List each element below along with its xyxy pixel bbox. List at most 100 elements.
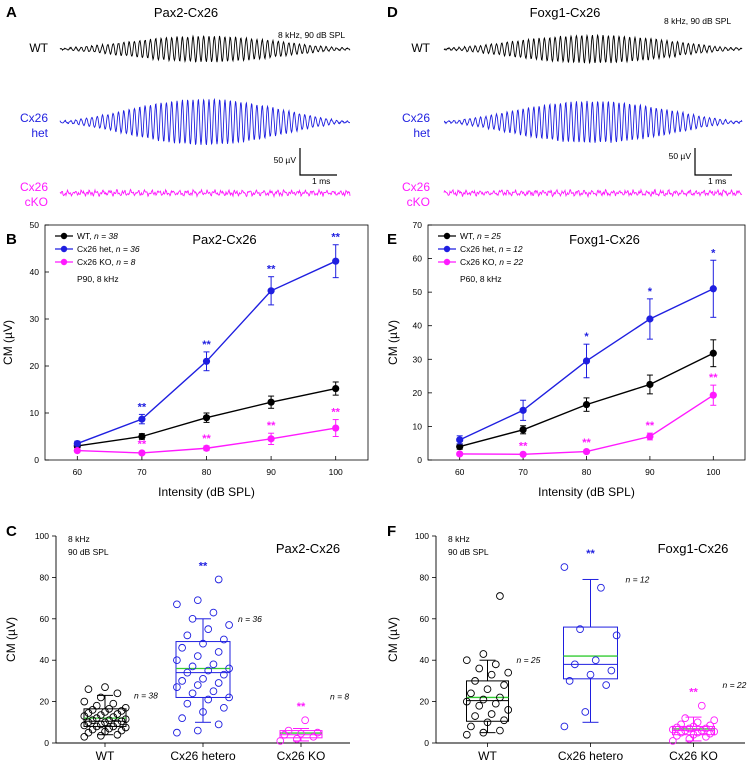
- y-tick-label: 30: [413, 354, 423, 364]
- data-point-wt: [462, 730, 471, 739]
- data-point-het: [267, 287, 275, 295]
- data-point-wt: [138, 432, 146, 441]
- data-point-het: [576, 625, 584, 634]
- x-tick-label: 90: [266, 467, 276, 477]
- data-point-wt: [504, 668, 513, 677]
- panel-d-wt-trace: [443, 33, 743, 65]
- legend-label-text: Cx26 het,: [460, 244, 499, 254]
- significance-marker-ko: **: [297, 701, 306, 713]
- legend-label-het: Cx26 het, n = 36: [77, 244, 140, 254]
- data-point-wt: [487, 670, 496, 679]
- data-point-het: [199, 674, 207, 683]
- box-het: [175, 641, 231, 698]
- data-point-wt: [80, 732, 89, 741]
- significance-marker-ko: **: [519, 440, 528, 452]
- data-point-het: [209, 660, 218, 669]
- data-point-ko: [309, 732, 318, 741]
- panel-d-ko-label-1: Cx26: [402, 180, 430, 194]
- panel-b-line-chart: B Pax2-Cx26 60 70 80 90 100 0 10 20 30 40 50 Intensit…: [1, 220, 369, 499]
- data-point-wt: [500, 716, 508, 725]
- data-point-ko: [668, 725, 677, 734]
- data-point-ko: [276, 737, 285, 745]
- category-label-ko: Cx26 KO: [669, 749, 718, 763]
- panel-a-letter: A: [6, 4, 17, 21]
- significance-marker-het: **: [199, 560, 208, 572]
- data-point-het: [193, 681, 202, 689]
- legend-marker-wt: [60, 232, 68, 240]
- y-tick-label: 60: [413, 254, 423, 264]
- y-tick-label: 20: [420, 697, 430, 707]
- data-point-wt: [646, 380, 654, 389]
- box-het: [563, 626, 618, 680]
- y-tick-label: 100: [35, 531, 49, 541]
- data-point-wt: [479, 650, 488, 658]
- legend-marker-ko: [60, 258, 68, 266]
- data-point-het: [597, 583, 605, 592]
- y-tick-label: 50: [30, 220, 40, 230]
- category-label-wt: WT: [478, 749, 497, 763]
- panel-a: A Pax2-Cx26 8 kHz, 90 dB SPL WT Cx26 het…: [6, 4, 351, 209]
- data-point-wt: [105, 724, 113, 733]
- data-point-het: [220, 635, 228, 644]
- y-tick-label: 60: [40, 614, 50, 624]
- data-point-het: [202, 357, 211, 365]
- data-point-ko: [293, 735, 301, 743]
- y-tick-label: 10: [413, 421, 423, 431]
- data-point-ko: [677, 720, 685, 729]
- data-point-ko: [689, 722, 698, 731]
- y-tick-label: 20: [30, 361, 40, 371]
- data-point-wt: [471, 712, 479, 720]
- significance-marker-ko: **: [267, 420, 276, 432]
- data-point-wt: [467, 722, 475, 731]
- panel-d-title: Foxg1-Cx26: [530, 5, 601, 20]
- data-point-het: [173, 683, 181, 691]
- data-point-het: [188, 662, 197, 671]
- panel-c-box-chart: C Pax2-Cx26 8 kHz 90 dB SPL CM (µV) 0 20 40 60 80…: [4, 523, 350, 763]
- data-point-het: [173, 656, 181, 665]
- data-point-het: [225, 693, 233, 702]
- panel-b-letter: B: [6, 231, 17, 248]
- significance-marker-het: **: [267, 264, 276, 276]
- data-point-ko: [73, 447, 81, 455]
- panel-f-condition-2: 90 dB SPL: [448, 547, 489, 557]
- panel-c-title: Pax2-Cx26: [276, 541, 340, 556]
- y-tick-label: 80: [40, 572, 50, 582]
- data-point-wt: [709, 349, 717, 357]
- data-point-het: [183, 668, 192, 677]
- panel-c-y-axis-label: CM (µV): [4, 617, 18, 662]
- data-point-wt: [475, 701, 484, 710]
- data-point-wt: [487, 710, 496, 718]
- data-point-het: [204, 625, 213, 634]
- data-point-wt: [504, 706, 513, 714]
- data-point-het: [214, 720, 223, 729]
- panel-e-condition: P60, 8 kHz: [460, 274, 502, 284]
- significance-marker-ko: **: [138, 439, 147, 451]
- box-wt: [466, 680, 509, 722]
- x-tick-label: 60: [73, 467, 83, 477]
- legend-label-text: Cx26 KO,: [460, 257, 499, 267]
- data-point-het: [178, 643, 186, 652]
- panel-b-title: Pax2-Cx26: [192, 232, 256, 247]
- data-point-het: [214, 679, 223, 687]
- significance-marker-het: *: [711, 247, 716, 259]
- data-point-ko: [710, 727, 719, 736]
- panel-f-condition-1: 8 kHz: [448, 534, 470, 544]
- data-point-het: [193, 726, 202, 735]
- data-point-ko: [280, 730, 289, 739]
- panel-b-y-axis-label: CM (µV): [1, 320, 15, 365]
- x-tick-label: 90: [645, 467, 655, 477]
- data-point-wt: [121, 703, 130, 712]
- panel-d-scale-amp: 50 µV: [669, 151, 692, 161]
- legend-label-text: Cx26 KO,: [77, 257, 116, 267]
- data-point-ko: [138, 449, 146, 457]
- data-point-het: [220, 703, 228, 712]
- data-point-het: [178, 677, 186, 685]
- data-point-wt: [479, 695, 488, 704]
- y-tick-label: 60: [420, 614, 430, 624]
- y-tick-label: 40: [40, 655, 50, 665]
- panel-c-letter: C: [6, 523, 17, 540]
- significance-marker-het: **: [138, 401, 147, 413]
- significance-marker-ko: **: [202, 433, 211, 445]
- data-point-wt: [109, 699, 118, 708]
- data-point-ko: [693, 718, 702, 727]
